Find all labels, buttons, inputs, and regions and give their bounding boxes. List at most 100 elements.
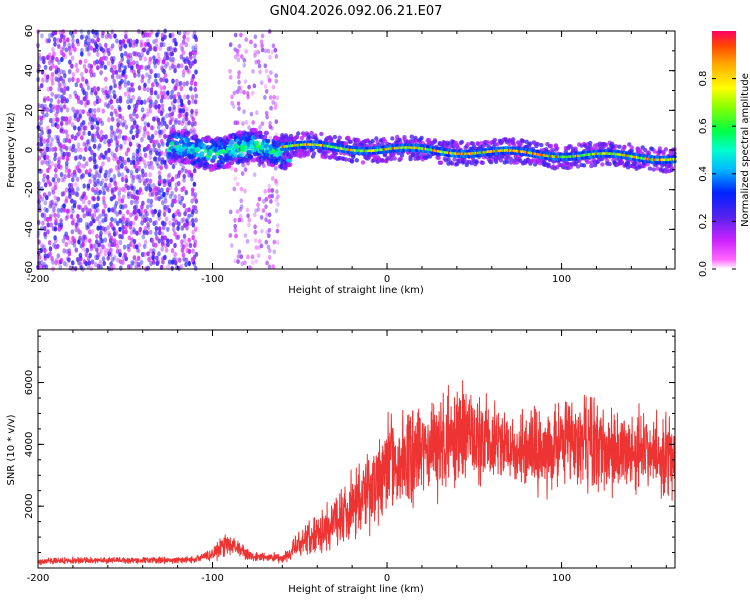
heatmap-cell	[96, 37, 100, 43]
heatmap-cell	[242, 109, 246, 115]
heatmap-cell	[59, 218, 63, 224]
heatmap-cell	[651, 167, 656, 172]
heatmap-cell	[163, 133, 167, 139]
heatmap-cell	[120, 156, 125, 162]
heatmap-cell	[53, 202, 58, 208]
heatmap-cell	[113, 83, 117, 89]
heatmap-cell	[100, 120, 105, 126]
heatmap-cell	[228, 75, 233, 80]
heatmap-cell	[270, 193, 275, 199]
heatmap-cell	[181, 217, 186, 223]
heatmap-cell	[96, 207, 100, 213]
heatmap-cell	[337, 135, 342, 140]
heatmap-cell	[242, 63, 246, 68]
heatmap-cell	[65, 160, 69, 166]
heatmap-cell	[277, 155, 283, 161]
heatmap-cell	[182, 244, 186, 250]
heatmap-cell	[95, 120, 100, 126]
heatmap-cell	[113, 93, 117, 100]
heatmap-cell	[89, 243, 94, 249]
heatmap-cell	[131, 174, 136, 180]
heatmap-cell	[48, 251, 52, 257]
heatmap-cell	[50, 72, 55, 78]
heatmap-cell	[73, 29, 78, 35]
heatmap-cell	[267, 212, 272, 218]
heatmap-cell	[260, 33, 265, 39]
heatmap-cell	[485, 139, 490, 145]
heatmap-cell	[189, 113, 194, 119]
heatmap-cell	[374, 136, 379, 141]
heatmap-cell	[147, 135, 151, 141]
heatmap-cell	[67, 69, 72, 75]
heatmap-cell	[164, 247, 169, 253]
heatmap-cell	[76, 213, 80, 219]
heatmap-cell	[84, 39, 88, 45]
heatmap-cell	[118, 226, 122, 232]
heatmap-cell	[109, 167, 113, 173]
heatmap-cell	[132, 229, 137, 235]
heatmap-cell	[255, 110, 259, 116]
heatmap-cell	[137, 52, 141, 58]
heatmap-cell	[68, 59, 72, 65]
heatmap-cell	[70, 134, 75, 140]
heatmap-cell	[90, 259, 95, 265]
heatmap-cell	[168, 56, 173, 62]
heatmap-cell	[84, 237, 88, 243]
heatmap-cell	[113, 208, 117, 214]
heatmap-cell	[78, 252, 83, 258]
heatmap-cell	[168, 220, 172, 226]
heatmap-cell	[265, 114, 269, 120]
heatmap-cell	[190, 187, 195, 193]
heatmap-cell	[622, 144, 627, 150]
heatmap-cell	[109, 125, 114, 131]
heatmap-cell	[98, 251, 102, 257]
heatmap-cell	[235, 209, 240, 215]
heatmap-cell	[266, 74, 271, 80]
colorbar-tick-label: 0.8	[698, 71, 709, 87]
heatmap-cell	[263, 189, 268, 194]
heatmap-cell	[178, 139, 185, 145]
heatmap-cell	[148, 103, 153, 109]
heatmap-cell	[54, 163, 58, 169]
heatmap-cell	[64, 231, 68, 237]
heatmap-cell	[159, 129, 164, 135]
heatmap-cell	[240, 54, 244, 60]
heatmap-cell	[65, 107, 70, 113]
heatmap-cell	[43, 200, 48, 206]
heatmap-cell	[70, 63, 74, 69]
heatmap-cell	[47, 133, 51, 139]
heatmap-cell	[67, 239, 72, 245]
heatmap-cell	[56, 253, 61, 259]
heatmap-cell	[193, 205, 198, 211]
heatmap-cell	[120, 78, 124, 84]
heatmap-cell	[71, 217, 76, 223]
heatmap-cell	[80, 71, 84, 77]
heatmap-cell	[45, 160, 50, 166]
heatmap-cell	[148, 108, 153, 114]
heatmap-cell	[113, 33, 117, 39]
heatmap-cell	[116, 117, 120, 123]
heatmap-cell	[122, 244, 127, 250]
heatmap-cell	[276, 223, 280, 228]
heatmap-cell	[298, 154, 303, 159]
heatmap-cell	[70, 198, 74, 204]
heatmap-cell	[237, 43, 242, 49]
heatmap-cell	[438, 160, 444, 165]
heatmap-cell	[151, 259, 156, 265]
heatmap-cell	[193, 196, 197, 202]
heatmap-cell	[148, 147, 153, 153]
heatmap-cell	[267, 219, 272, 225]
x-tick-label: 100	[552, 573, 571, 584]
heatmap-cell	[329, 136, 334, 142]
heatmap-cell	[119, 143, 123, 149]
heatmap-cell	[240, 171, 245, 177]
heatmap-cell	[64, 116, 69, 122]
heatmap-cell	[145, 177, 150, 183]
heatmap-cell	[171, 163, 176, 170]
heatmap-cell	[102, 260, 106, 266]
heatmap-cell	[159, 77, 163, 83]
heatmap-cell	[43, 225, 47, 232]
heatmap-cell	[62, 96, 67, 102]
heatmap-cell	[143, 56, 147, 62]
